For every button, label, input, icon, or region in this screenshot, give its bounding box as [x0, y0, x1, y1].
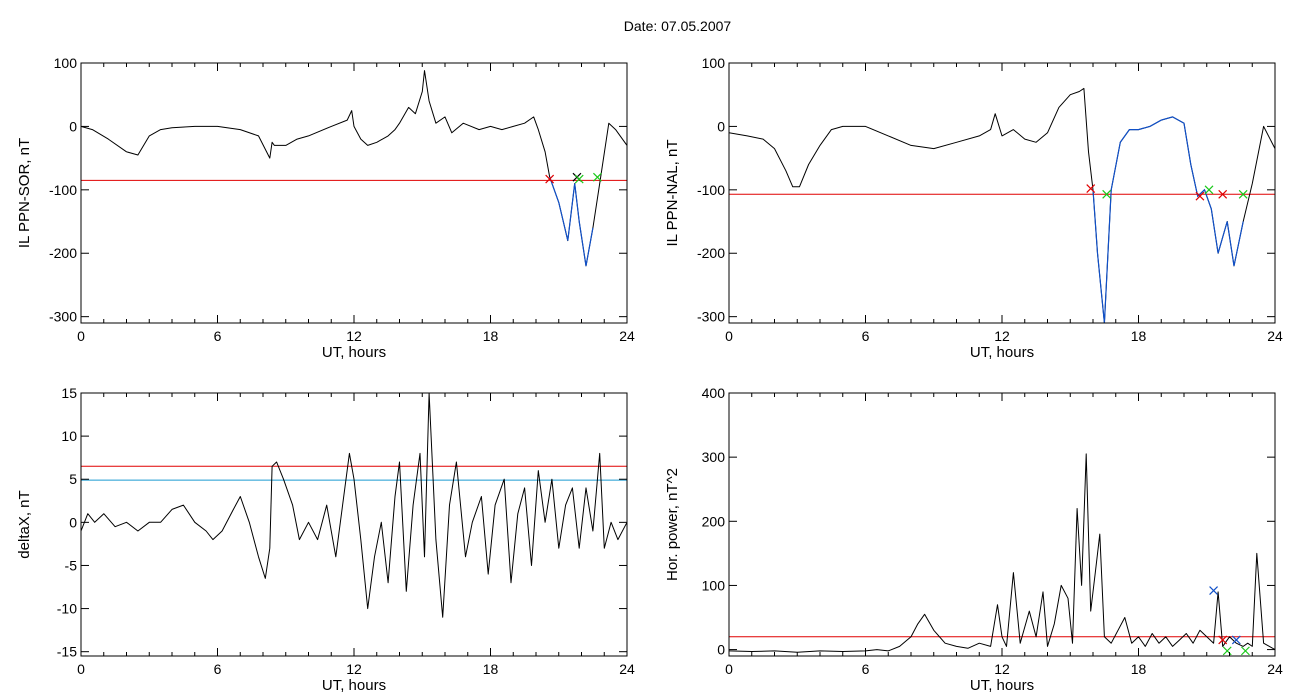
x-axis-label: UT, hours	[970, 344, 1034, 361]
x-tick-label: 6	[862, 328, 870, 344]
y-tick-label: 10	[61, 428, 77, 444]
x-tick-label: 6	[214, 328, 222, 344]
y-tick-label: 200	[702, 513, 726, 529]
y-tick-label: 15	[61, 385, 77, 401]
x-tick-label: 18	[1131, 661, 1147, 677]
y-tick-label: -300	[697, 309, 725, 325]
event-marker	[1218, 635, 1228, 645]
marker-stroke	[1218, 189, 1228, 199]
marker-stroke	[1218, 635, 1228, 645]
chart-panel-3: 0 6 12 18 24 15 10 5 0 -5 -10 -15 UT, hours deltaX, n…	[16, 385, 635, 694]
event-marker	[1195, 191, 1205, 201]
event-marker	[1238, 189, 1248, 199]
marker-stroke	[1195, 191, 1205, 201]
data-line	[728, 453, 1276, 653]
event-marker	[593, 172, 602, 182]
x-tick-label: 12	[346, 661, 362, 677]
y-tick-label: 100	[702, 55, 726, 71]
x-tick-label: 0	[77, 328, 85, 344]
x-tick-label: 0	[77, 661, 85, 677]
marker-stroke	[1238, 189, 1248, 199]
figure-title: Date: 07.05.2007	[623, 18, 732, 34]
y-axis-label: IL PPN-SOR, nT	[16, 138, 33, 248]
y-axis-label: IL PPN-NAL, nT	[664, 140, 681, 247]
data-line	[728, 87, 1276, 324]
event-marker	[1102, 189, 1112, 199]
event-marker	[1204, 185, 1214, 195]
event-marker	[574, 174, 584, 184]
x-tick-label: 18	[483, 661, 499, 677]
y-tick-label: -10	[57, 601, 77, 617]
y-axis-label: Hor. power, nT^2	[664, 468, 681, 581]
y-tick-label: -300	[49, 309, 77, 325]
marker-stroke	[593, 172, 602, 182]
plot-frame	[728, 392, 1276, 657]
event-marker	[1231, 635, 1241, 645]
y-tick-label: -5	[65, 557, 78, 573]
y-axis-label: deltaX, nT	[16, 490, 33, 558]
plot-frame	[80, 392, 628, 657]
y-tick-label: 0	[69, 118, 77, 134]
chart-panel-1: 0 6 12 18 24 100 0 -100 -200 -300 UT, hours IL PPN-…	[16, 55, 635, 361]
x-tick-label: 6	[214, 661, 222, 677]
x-tick-label: 0	[725, 661, 733, 677]
x-tick-label: 0	[725, 328, 733, 344]
highlight-segment	[549, 176, 594, 267]
y-tick-label: -200	[49, 245, 77, 261]
marker-stroke	[1204, 185, 1214, 195]
x-tick-label: 12	[346, 328, 362, 344]
marker-stroke	[1222, 646, 1232, 656]
y-tick-label: 0	[717, 642, 725, 658]
marker-stroke	[1102, 189, 1112, 199]
y-tick-label: -15	[57, 644, 77, 660]
plot-frame	[80, 62, 628, 324]
chart-panel-2: 0 6 12 18 24 100 0 -100 -200 -300 UT, hours IL PPN-…	[664, 55, 1283, 361]
y-tick-label: 300	[702, 449, 726, 465]
marker-stroke	[1209, 586, 1218, 595]
event-marker	[1241, 646, 1250, 656]
x-tick-label: 6	[862, 661, 870, 677]
chart-panel-4: 0 6 12 18 24 400 300 200 100 0 UT, hours Hor. power…	[664, 385, 1283, 694]
y-tick-label: 0	[69, 514, 77, 530]
marker-stroke	[1241, 646, 1250, 656]
highlight-segment	[1092, 116, 1244, 324]
plot-frame	[728, 62, 1276, 324]
y-tick-label: -100	[49, 182, 77, 198]
x-tick-label: 24	[1267, 328, 1283, 344]
event-marker	[1086, 184, 1096, 193]
x-tick-label: 12	[994, 661, 1010, 677]
x-tick-label: 24	[619, 661, 635, 677]
x-tick-label: 12	[994, 328, 1010, 344]
y-tick-label: 100	[54, 55, 78, 71]
y-tick-label: 400	[702, 385, 726, 401]
marker-stroke	[1231, 635, 1241, 645]
x-tick-label: 18	[483, 328, 499, 344]
x-axis-label: UT, hours	[322, 344, 386, 361]
x-axis-label: UT, hours	[970, 677, 1034, 694]
y-tick-label: -200	[697, 245, 725, 261]
y-tick-label: 0	[717, 118, 725, 134]
x-axis-label: UT, hours	[322, 677, 386, 694]
event-marker	[1209, 586, 1218, 595]
marker-stroke	[545, 174, 555, 184]
data-line	[80, 392, 628, 618]
data-line	[80, 70, 628, 267]
x-tick-label: 18	[1131, 328, 1147, 344]
x-tick-label: 24	[1267, 661, 1283, 677]
x-tick-label: 24	[619, 328, 635, 344]
marker-stroke	[1086, 184, 1096, 193]
y-tick-label: 100	[702, 577, 726, 593]
marker-stroke	[574, 174, 584, 184]
event-marker	[1222, 646, 1232, 656]
y-tick-label: -100	[697, 182, 725, 198]
event-marker	[1218, 189, 1228, 199]
event-marker	[545, 174, 555, 184]
y-tick-label: 5	[69, 471, 77, 487]
